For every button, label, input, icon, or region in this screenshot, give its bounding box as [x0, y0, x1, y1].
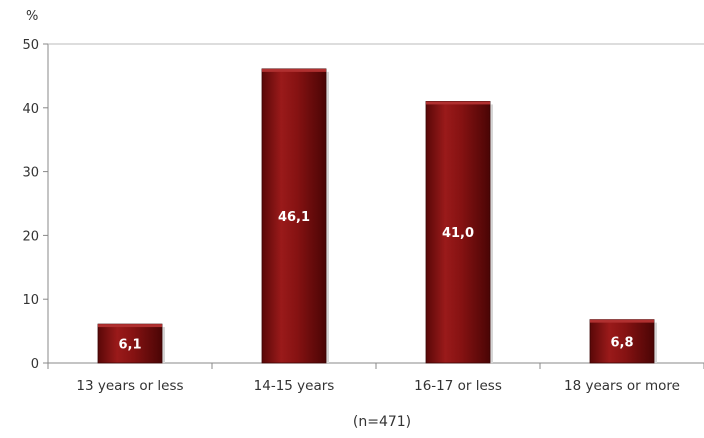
- x-tick-label: 13 years or less: [76, 378, 183, 394]
- bar: [97, 323, 163, 364]
- bar-value-label: 41,0: [442, 226, 474, 241]
- x-tick-label: 18 years or more: [564, 378, 680, 394]
- bar-value-label: 6,1: [118, 338, 141, 353]
- y-tick-label: 10: [22, 293, 39, 308]
- y-tick-label: 0: [31, 357, 39, 372]
- x-axis: 13 years or less 14-15 years 16-17 or less…: [43, 362, 704, 394]
- y-tick-label: 40: [22, 102, 39, 117]
- bar-top-highlight: [98, 324, 162, 328]
- y-axis-unit-label: %: [26, 9, 38, 24]
- sample-size-label: (n=471): [353, 414, 411, 430]
- bar-value-label: 6,8: [610, 335, 633, 350]
- bar-top-highlight: [426, 101, 490, 105]
- y-axis: 0 10 20 30 40 50: [22, 38, 704, 372]
- x-tick-label: 16-17 or less: [414, 378, 502, 394]
- y-tick-label: 50: [22, 38, 39, 53]
- bar: [425, 101, 491, 364]
- bar-top-highlight: [262, 68, 326, 72]
- bars-group: 6,1 46,1 41,0 6,8: [97, 68, 657, 364]
- y-tick-label: 20: [22, 229, 39, 244]
- bar: [261, 68, 327, 364]
- bar-value-label: 46,1: [278, 210, 310, 225]
- y-tick-label: 30: [22, 166, 39, 181]
- x-tick-label: 14-15 years: [254, 378, 335, 394]
- bar-top-highlight: [590, 319, 654, 323]
